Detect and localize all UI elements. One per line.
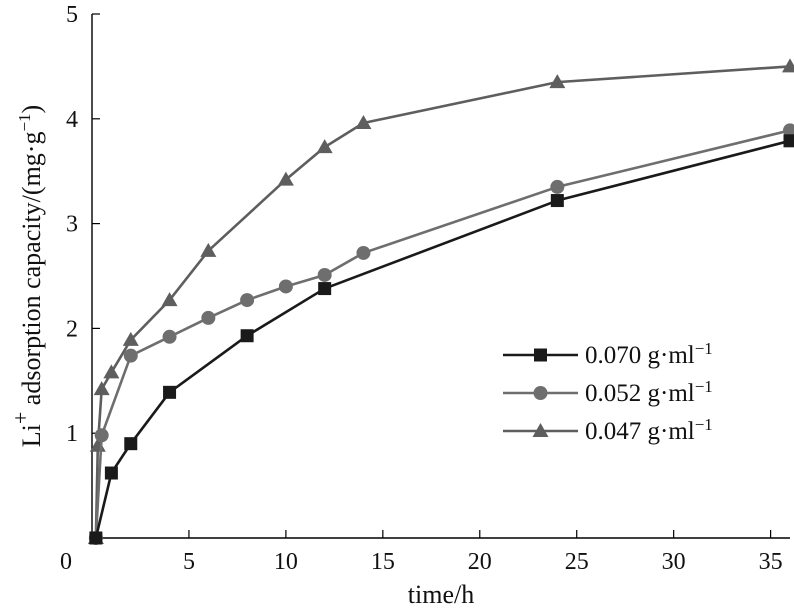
legend-marker-circle — [533, 386, 548, 400]
series-line — [94, 129, 791, 539]
legend-label-text: 0.052 g·ml — [585, 380, 695, 407]
origin-tick-label: 0 — [60, 549, 72, 575]
legend-label: 0.052 g·ml−1 — [585, 377, 713, 407]
legend-label-exponent: −1 — [695, 415, 713, 434]
data-point-circle — [278, 279, 293, 294]
data-point-triangle — [277, 171, 294, 186]
legend-item: 0.052 g·ml−1 — [503, 377, 713, 407]
legend-label-text: 0.047 g·ml — [585, 418, 695, 445]
legend-label-exponent: −1 — [695, 377, 713, 396]
data-point-square — [550, 194, 564, 208]
legend-marker-square — [534, 348, 547, 362]
data-point-circle — [201, 310, 216, 325]
y-title-text: adsorption capacity/(mg·g — [17, 132, 46, 412]
data-point-circle — [317, 267, 332, 282]
data-point-square — [124, 437, 138, 451]
plot-area — [91, 14, 790, 539]
data-point-triangle — [316, 139, 333, 154]
series-triangle — [87, 58, 794, 544]
data-point-square — [89, 531, 103, 545]
data-point-circle — [550, 179, 565, 194]
data-point-circle — [162, 329, 177, 344]
data-point-triangle — [355, 114, 372, 129]
x-tick-label: 20 — [468, 549, 492, 575]
data-point-triangle — [549, 74, 566, 89]
data-point-square — [240, 329, 254, 343]
x-tick-label: 30 — [662, 549, 686, 575]
y-title-exponent: −1 — [15, 113, 34, 131]
series-line — [94, 139, 791, 539]
x-tick-label: 5 — [183, 549, 195, 575]
series-circle — [88, 123, 794, 545]
series-square — [89, 134, 794, 545]
x-axis-title: time/h — [408, 580, 474, 609]
data-point-triangle — [122, 331, 139, 346]
y-title-base: Li — [17, 424, 46, 447]
data-point-triangle — [200, 242, 217, 257]
y-axis-ticks: 1 2 3 4 5 — [66, 2, 100, 447]
y-title-superscript: + — [8, 412, 33, 424]
data-point-circle — [240, 293, 255, 308]
x-tick-label: 15 — [371, 549, 395, 575]
x-axis-ticks: 5 10 15 20 25 30 35 — [183, 530, 783, 575]
y-tick-label: 4 — [66, 107, 78, 133]
legend-label: 0.047 g·ml−1 — [585, 415, 713, 445]
data-point-circle — [783, 123, 794, 138]
x-tick-label: 35 — [759, 549, 783, 575]
y-tick-label: 2 — [66, 316, 78, 342]
x-tick-label: 25 — [565, 549, 589, 575]
data-point-circle — [94, 428, 109, 443]
series-layer — [87, 58, 794, 545]
series-line — [94, 65, 791, 539]
legend-label-text: 0.070 g·ml — [585, 342, 695, 369]
y-tick-label: 5 — [66, 2, 78, 28]
data-point-triangle — [93, 381, 110, 396]
legend-marker-triangle — [532, 423, 549, 437]
y-axis-title: Li+ adsorption capacity/(mg·g−1) — [8, 105, 46, 447]
y-tick-label: 3 — [66, 212, 78, 238]
data-point-triangle — [161, 292, 178, 307]
data-point-square — [163, 385, 177, 399]
x-tick-label: 10 — [274, 549, 298, 575]
y-axis-title-text: Li+ adsorption capacity/(mg·g−1) — [8, 105, 46, 447]
y-title-close: ) — [17, 105, 46, 114]
data-point-triangle — [103, 364, 120, 379]
data-point-triangle — [782, 58, 794, 73]
legend-item: 0.047 g·ml−1 — [503, 415, 713, 445]
data-point-circle — [356, 245, 371, 260]
y-tick-label: 1 — [66, 421, 78, 447]
data-point-square — [318, 282, 332, 296]
data-point-circle — [123, 348, 138, 363]
data-point-square — [783, 134, 794, 148]
legend-label-exponent: −1 — [695, 339, 713, 358]
legend: 0.070 g·ml−10.052 g·ml−10.047 g·ml−1 — [503, 339, 713, 445]
legend-label: 0.070 g·ml−1 — [585, 339, 713, 369]
legend-item: 0.070 g·ml−1 — [503, 339, 713, 369]
data-point-square — [104, 466, 118, 480]
